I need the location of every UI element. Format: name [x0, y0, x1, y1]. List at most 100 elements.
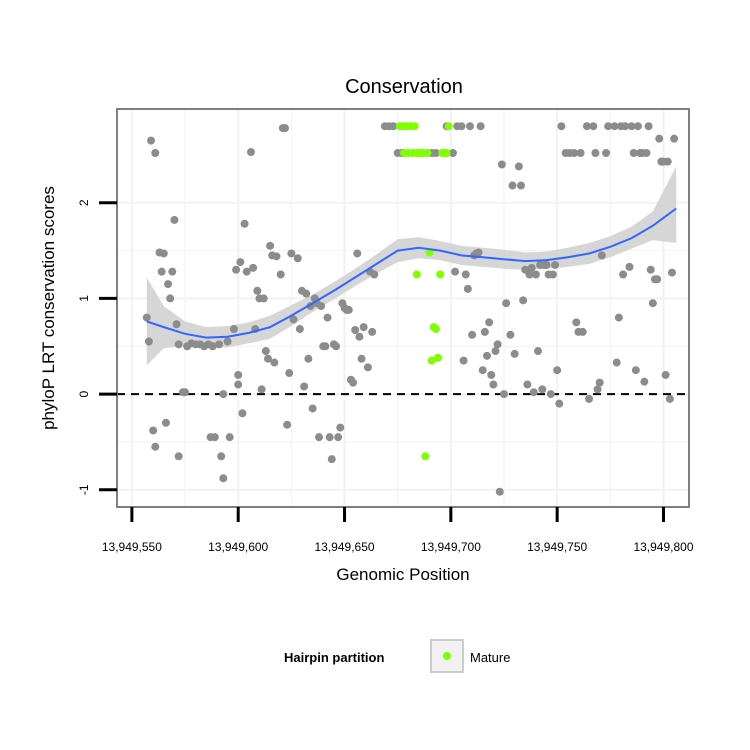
data-point	[321, 342, 330, 351]
data-point	[525, 270, 534, 279]
data-point	[217, 452, 226, 461]
data-point	[263, 354, 272, 363]
data-point	[644, 122, 653, 131]
data-point	[557, 122, 566, 131]
data-point	[344, 305, 353, 314]
data-point	[164, 280, 173, 289]
data-point	[238, 409, 247, 418]
data-point	[302, 289, 311, 298]
data-point	[142, 313, 151, 322]
data-point	[555, 399, 564, 408]
y-tick-label: 0	[77, 390, 91, 397]
data-point	[480, 327, 489, 336]
plot-panel	[117, 109, 689, 507]
data-point	[257, 385, 266, 394]
y-axis: -1 0 1 2	[77, 199, 117, 495]
data-point	[497, 160, 506, 169]
data-point	[448, 149, 457, 158]
data-point	[487, 370, 496, 379]
data-point	[589, 122, 598, 131]
y-tick-label: 2	[77, 199, 91, 206]
data-point	[514, 162, 523, 171]
data-point	[661, 370, 670, 379]
data-point	[468, 330, 477, 339]
mature-data-point	[410, 122, 419, 131]
data-point	[548, 270, 557, 279]
plot-border	[116, 108, 690, 508]
data-point	[389, 122, 398, 131]
data-point	[144, 337, 153, 346]
data-point	[491, 347, 500, 356]
data-point	[151, 442, 160, 451]
data-point	[308, 404, 317, 413]
chart-title: Conservation	[345, 76, 463, 98]
data-point	[519, 296, 528, 305]
data-point	[174, 340, 183, 349]
data-point	[591, 149, 600, 158]
data-point	[461, 270, 470, 279]
data-point	[551, 260, 560, 269]
data-point	[546, 390, 555, 399]
data-point	[604, 122, 613, 131]
data-point	[625, 262, 634, 271]
data-point	[287, 249, 296, 258]
data-point	[349, 378, 358, 387]
data-point	[285, 369, 294, 378]
data-point	[431, 149, 440, 158]
data-point	[523, 380, 532, 389]
data-point	[249, 263, 258, 272]
data-point	[147, 136, 156, 145]
x-tick-label: 13,949,800	[633, 540, 693, 554]
data-point	[529, 388, 538, 397]
data-point	[332, 342, 341, 351]
data-point	[667, 268, 676, 277]
data-point	[174, 452, 183, 461]
x-tick-label: 13,949,650	[314, 540, 374, 554]
data-point	[646, 265, 655, 274]
data-point	[653, 275, 662, 284]
data-point	[229, 325, 238, 334]
mature-data-point	[434, 353, 443, 362]
data-point	[495, 487, 504, 496]
data-point	[621, 122, 630, 131]
data-point	[151, 149, 160, 158]
smooth-trend-line	[146, 207, 677, 339]
data-point	[240, 219, 249, 228]
data-point	[351, 326, 360, 335]
data-point	[506, 330, 515, 339]
mature-data-point	[412, 270, 421, 279]
data-point	[315, 433, 324, 442]
data-point	[219, 390, 228, 399]
data-point	[259, 294, 268, 303]
data-point	[527, 263, 536, 272]
data-point	[181, 388, 190, 397]
data-point	[353, 249, 362, 258]
data-point	[261, 347, 270, 356]
x-tick-label: 13,949,600	[208, 540, 268, 554]
data-point	[463, 284, 472, 293]
data-point	[232, 265, 241, 274]
x-tick-label: 13,949,550	[102, 540, 162, 554]
data-point	[289, 315, 298, 324]
data-point	[508, 181, 517, 190]
data-point	[293, 254, 302, 263]
data-point	[159, 249, 168, 258]
data-point	[670, 134, 679, 143]
data-point	[578, 327, 587, 336]
data-point	[157, 267, 166, 276]
mature-data-point	[427, 356, 436, 365]
data-point	[234, 380, 243, 389]
data-point	[170, 215, 179, 224]
x-tick-label: 13,949,700	[421, 540, 481, 554]
data-point	[334, 433, 343, 442]
data-point	[219, 474, 228, 483]
data-point	[234, 370, 243, 379]
data-point	[593, 385, 602, 394]
mature-data-point	[436, 270, 445, 279]
data-point	[172, 320, 181, 329]
data-point	[210, 433, 219, 442]
data-point	[570, 149, 579, 158]
mature-data-point	[431, 325, 440, 334]
data-point	[168, 267, 177, 276]
mature-data-point	[442, 149, 451, 158]
